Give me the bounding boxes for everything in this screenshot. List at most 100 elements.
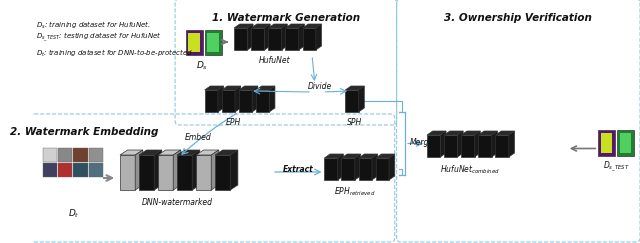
FancyBboxPatch shape [88,163,103,177]
Polygon shape [389,154,395,180]
Text: $\mathit{D_s}$: $\mathit{D_s}$ [196,59,208,71]
Polygon shape [234,24,253,28]
Text: Merge: Merge [410,138,434,147]
FancyBboxPatch shape [88,148,103,162]
Polygon shape [492,131,497,157]
Polygon shape [269,86,275,112]
Polygon shape [478,131,497,135]
Polygon shape [372,154,378,180]
Polygon shape [120,155,135,190]
Text: $\mathit{D_{s\_TEST}}$: testing dataset for HufuNet: $\mathit{D_{s\_TEST}}$: testing dataset … [36,31,162,44]
Polygon shape [239,90,252,112]
Polygon shape [303,28,316,50]
Polygon shape [235,86,241,112]
Text: 2. Watermark Embedding: 2. Watermark Embedding [10,127,158,137]
Polygon shape [324,158,338,180]
Polygon shape [444,131,463,135]
Text: Extract: Extract [282,165,313,174]
Polygon shape [461,131,480,135]
FancyBboxPatch shape [601,133,612,153]
Polygon shape [215,150,238,155]
Polygon shape [177,155,192,190]
Polygon shape [458,131,463,157]
Polygon shape [475,131,480,157]
Text: HufuNet: HufuNet [259,56,291,65]
Polygon shape [264,24,270,50]
Polygon shape [205,90,218,112]
Polygon shape [158,150,181,155]
Text: $HufuNet_{combined}$: $HufuNet_{combined}$ [440,163,500,175]
Polygon shape [478,135,492,157]
Polygon shape [268,28,282,50]
Polygon shape [196,155,211,190]
Polygon shape [495,135,509,157]
Polygon shape [342,158,355,180]
FancyBboxPatch shape [58,148,72,162]
FancyBboxPatch shape [598,130,615,156]
Text: 3. Ownership Verification: 3. Ownership Verification [444,13,592,23]
Polygon shape [177,150,200,155]
Polygon shape [251,28,264,50]
Text: Divide: Divide [307,82,332,91]
Text: $\mathit{D_t}$: training dataset for DNN-to-be-protected .: $\mathit{D_t}$: training dataset for DNN… [36,48,197,59]
Polygon shape [285,28,299,50]
Polygon shape [346,86,364,90]
Polygon shape [316,24,321,50]
Polygon shape [196,150,219,155]
Text: $\mathit{D_t}$: $\mathit{D_t}$ [68,207,79,219]
Text: Embed: Embed [184,133,211,142]
Polygon shape [358,86,364,112]
Polygon shape [154,150,162,190]
FancyBboxPatch shape [617,130,634,156]
Polygon shape [252,86,258,112]
Polygon shape [221,90,235,112]
FancyBboxPatch shape [58,163,72,177]
Polygon shape [120,150,143,155]
Polygon shape [427,135,440,157]
Polygon shape [358,154,378,158]
Polygon shape [173,150,181,190]
FancyBboxPatch shape [186,30,203,55]
Polygon shape [158,155,173,190]
Polygon shape [346,90,358,112]
Text: SPH: SPH [347,118,362,127]
Polygon shape [303,24,321,28]
Polygon shape [461,135,475,157]
FancyBboxPatch shape [43,163,57,177]
Polygon shape [495,131,515,135]
Polygon shape [256,86,275,90]
Polygon shape [205,86,223,90]
Polygon shape [221,86,241,90]
Polygon shape [285,24,305,28]
FancyBboxPatch shape [205,30,221,55]
Polygon shape [218,86,223,112]
Text: 1. Watermark Generation: 1. Watermark Generation [212,13,360,23]
Polygon shape [192,150,200,190]
Polygon shape [248,24,253,50]
FancyBboxPatch shape [207,33,219,52]
Polygon shape [338,154,344,180]
Polygon shape [376,154,395,158]
Polygon shape [342,154,360,158]
Text: EPH: EPH [225,118,241,127]
Polygon shape [135,150,143,190]
Polygon shape [355,154,360,180]
Polygon shape [444,135,458,157]
Polygon shape [211,150,219,190]
Polygon shape [299,24,305,50]
Polygon shape [282,24,287,50]
Polygon shape [440,131,446,157]
Polygon shape [509,131,515,157]
Text: $\mathit{D_s}$: training dataset for HufuNet.: $\mathit{D_s}$: training dataset for Huf… [36,20,151,31]
Polygon shape [427,131,446,135]
Polygon shape [376,158,389,180]
FancyBboxPatch shape [188,33,200,52]
Text: $D_{s\_TEST}$: $D_{s\_TEST}$ [603,160,630,174]
Polygon shape [268,24,287,28]
Polygon shape [139,155,154,190]
Polygon shape [215,155,230,190]
Polygon shape [234,28,248,50]
Text: DNN-watermarked: DNN-watermarked [141,198,212,207]
Text: $EPH_{retrieved}$: $EPH_{retrieved}$ [334,185,376,198]
Polygon shape [251,24,270,28]
